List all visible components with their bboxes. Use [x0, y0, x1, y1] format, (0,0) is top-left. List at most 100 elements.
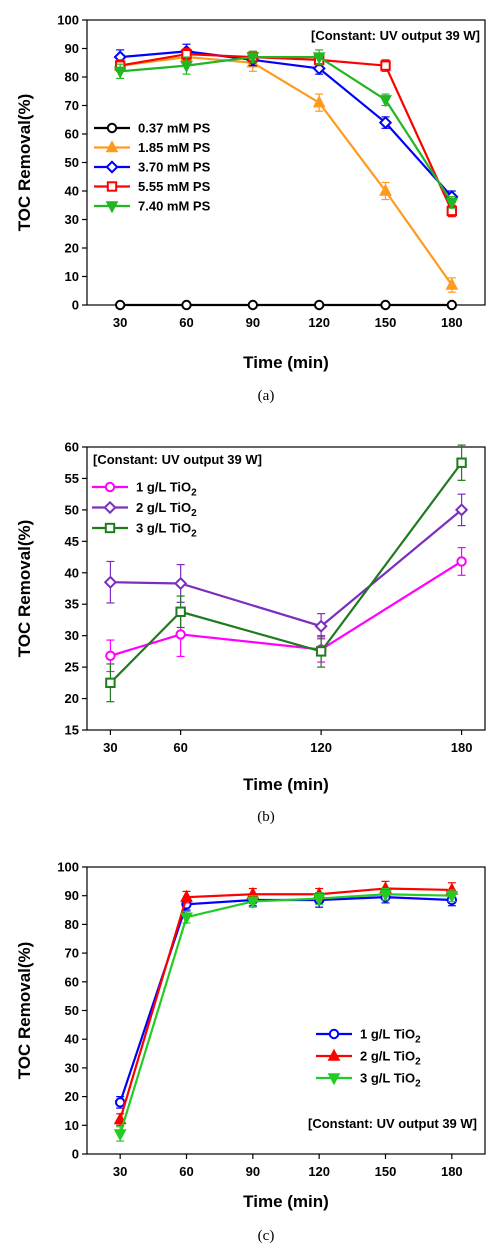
series-4 [113, 49, 459, 210]
panel-caption: (b) [257, 809, 275, 825]
data-point [113, 66, 127, 79]
y-tick-label: 0 [72, 1147, 79, 1162]
data-point [312, 52, 326, 65]
y-tick-label: 30 [65, 212, 79, 227]
y-axis-title: TOC Removal(%) [15, 942, 34, 1080]
x-axis-title: Time (min) [243, 775, 329, 794]
legend-label: 0.37 mM PS [138, 121, 211, 136]
y-tick-label: 35 [65, 597, 79, 612]
series-line [119, 53, 453, 212]
series-1 [113, 880, 459, 1126]
y-axis-title: TOC Removal(%) [15, 94, 34, 232]
legend-entry: 5.55 mM PS [94, 179, 211, 194]
y-tick-label: 30 [65, 628, 79, 643]
legend-marker [106, 122, 118, 134]
legend-entry: 1 g/L TiO2 [92, 480, 197, 499]
legend-entry: 3.70 mM PS [94, 160, 211, 175]
constant-annotation: [Constant: UV output 39 W] [93, 452, 262, 467]
legend-label: 2 g/L TiO2 [360, 1049, 421, 1068]
series-0 [114, 299, 458, 311]
y-tick-label: 55 [65, 471, 79, 486]
legend-marker [327, 1073, 341, 1086]
legend-label: 2 g/L TiO2 [136, 500, 197, 519]
plot-frame [86, 866, 486, 1155]
chart-panel-c: 0 10 20 30 40 50 60 70 80 90 100 30 60 90 120 150 180 TOC… [15, 860, 486, 1244]
panel-caption: (c) [258, 1228, 275, 1244]
data-point [174, 576, 188, 591]
data-point [246, 52, 260, 65]
legend-label: 3 g/L TiO2 [136, 521, 197, 540]
legend-label: 5.55 mM PS [138, 179, 211, 194]
legend-entry: 2 g/L TiO2 [316, 1049, 421, 1068]
data-point [445, 891, 459, 904]
legend-marker [103, 500, 117, 515]
x-tick-label: 180 [441, 315, 463, 330]
y-axis-title: TOC Removal(%) [15, 520, 34, 658]
data-point [445, 197, 459, 210]
data-point [175, 606, 186, 617]
data-point [315, 646, 327, 657]
y-tick-label: 60 [65, 974, 79, 989]
data-point [247, 299, 259, 311]
x-axis-title: Time (min) [243, 1192, 329, 1211]
series-2 [113, 887, 459, 1142]
series-line [119, 887, 452, 1120]
x-tick-label: 90 [246, 315, 260, 330]
y-tick-label: 40 [65, 184, 79, 199]
series-line [109, 462, 463, 684]
y-tick-label: 100 [57, 860, 79, 875]
series-2 [105, 444, 467, 703]
x-tick-label: 180 [441, 1164, 463, 1179]
x-tick-label: 150 [375, 1164, 397, 1179]
y-tick-label: 25 [65, 660, 79, 675]
series-line [119, 893, 452, 1135]
data-point [114, 1097, 126, 1108]
legend-marker [104, 522, 116, 534]
chart-panel-a: 0 10 20 30 40 50 60 70 80 90 100 30 60 90 120 150 180 TOC… [15, 13, 486, 404]
data-point [180, 912, 193, 925]
y-tick-label: 60 [65, 127, 79, 142]
y-tick-label: 30 [65, 1060, 79, 1075]
data-point [312, 95, 326, 108]
series-line [120, 55, 453, 203]
legend-marker [105, 160, 119, 174]
x-tick-label: 30 [113, 1164, 127, 1179]
legend-entry: 0.37 mM PS [94, 121, 211, 136]
legend-entry: 2 g/L TiO2 [92, 500, 197, 519]
panel-caption: (a) [258, 388, 275, 404]
x-tick-label: 180 [451, 740, 473, 755]
legend-entry: 3 g/L TiO2 [316, 1071, 421, 1090]
data-point [379, 183, 392, 196]
x-tick-label: 120 [308, 1164, 330, 1179]
y-tick-label: 90 [65, 41, 79, 56]
data-point [456, 556, 467, 567]
y-tick-label: 15 [65, 723, 79, 738]
x-tick-label: 90 [246, 1164, 260, 1179]
data-point [312, 893, 326, 906]
series-0 [105, 547, 467, 673]
plot-frame [86, 446, 486, 731]
data-point [246, 896, 260, 909]
y-tick-label: 80 [65, 917, 79, 932]
data-point [114, 299, 126, 311]
legend-entry: 3 g/L TiO2 [92, 521, 197, 540]
data-point [175, 629, 186, 640]
y-tick-label: 50 [65, 1003, 79, 1018]
legend-label: 1 g/L TiO2 [136, 480, 197, 499]
x-tick-label: 30 [103, 740, 117, 755]
data-point [180, 60, 193, 73]
x-tick-label: 60 [179, 315, 193, 330]
data-point [446, 299, 458, 311]
data-point [113, 1112, 127, 1125]
y-tick-label: 90 [65, 888, 79, 903]
series-1 [103, 493, 469, 640]
data-point [456, 457, 467, 468]
data-point [314, 619, 328, 633]
legend-entry: 7.40 mM PS [94, 199, 211, 214]
data-point [445, 277, 459, 290]
x-axis-title: Time (min) [243, 353, 329, 372]
x-tick-label: 60 [179, 1164, 193, 1179]
legend-marker [105, 140, 119, 153]
data-point [454, 503, 469, 517]
y-tick-label: 50 [65, 155, 79, 170]
